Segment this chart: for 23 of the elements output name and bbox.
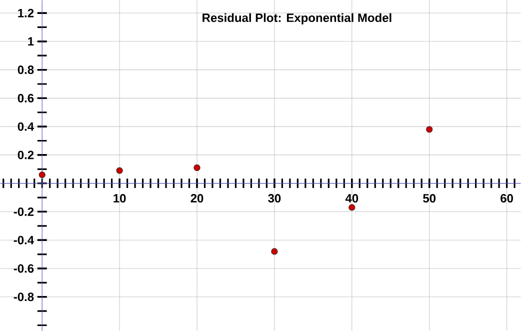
y-tick-label: 0.6 bbox=[18, 94, 34, 102]
point bbox=[38, 171, 46, 178]
point bbox=[271, 248, 278, 255]
y-tick-label: 1 bbox=[28, 37, 34, 46]
x-tick-label: 60 bbox=[500, 194, 513, 202]
y-tick-label: 0.4 bbox=[18, 122, 34, 131]
point bbox=[348, 204, 356, 211]
text: Residual Plot: Exponential Model bbox=[202, 13, 392, 24]
point bbox=[194, 164, 200, 171]
y-tick-label: -0.4 bbox=[14, 236, 34, 244]
y-tick-label: -0.2 bbox=[14, 207, 34, 216]
point bbox=[116, 167, 123, 174]
x-tick-label: 40 bbox=[345, 194, 358, 202]
y-tick-label: -0.8 bbox=[14, 292, 34, 302]
x-tick-label: 10 bbox=[114, 194, 126, 202]
y-tick-label: -0.6 bbox=[14, 264, 34, 273]
x-tick-label: 30 bbox=[268, 194, 281, 202]
y-tick-label: 1.2 bbox=[18, 8, 34, 18]
y-tick-label: 0.2 bbox=[18, 150, 34, 160]
y-tick-label: 0.8 bbox=[18, 65, 34, 74]
x-tick-label: 20 bbox=[190, 194, 204, 202]
x-tick-label: 50 bbox=[423, 194, 436, 202]
point bbox=[426, 126, 433, 133]
